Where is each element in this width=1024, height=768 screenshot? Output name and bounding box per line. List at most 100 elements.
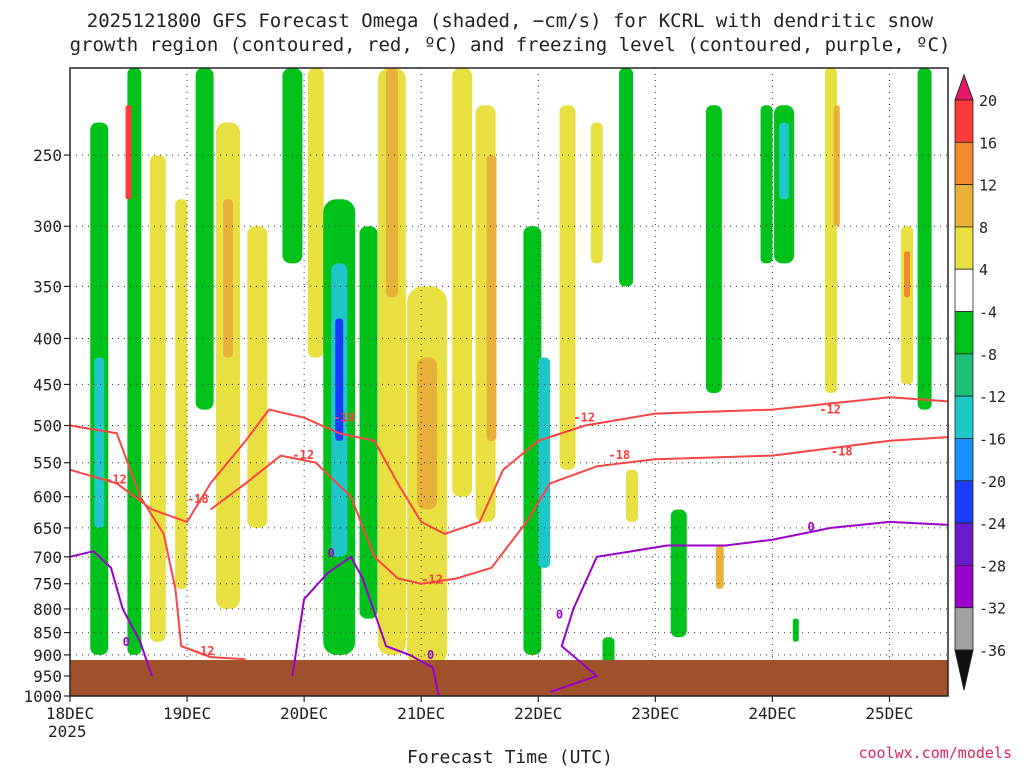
omega-band bbox=[223, 199, 234, 358]
colorbar-segment bbox=[954, 99, 974, 143]
omega-band bbox=[559, 105, 576, 470]
omega-band bbox=[385, 68, 398, 298]
colorbar-tick-label: 20 bbox=[979, 92, 997, 110]
omega-band bbox=[216, 122, 241, 609]
x-tick-label: 19DEC bbox=[163, 704, 211, 723]
colorbar-segment bbox=[954, 564, 974, 609]
contour-label-red: -12 bbox=[819, 403, 841, 417]
omega-band bbox=[670, 509, 687, 638]
colorbar-tick-label: -20 bbox=[979, 473, 1006, 491]
contour-label-red: -18 bbox=[831, 445, 853, 459]
y-tick-label: 400 bbox=[33, 329, 62, 348]
y-tick-label: 500 bbox=[33, 417, 62, 436]
colorbar-bottom-arrow bbox=[954, 649, 974, 691]
y-tick-label: 450 bbox=[33, 375, 62, 394]
omega-band bbox=[195, 68, 214, 410]
colorbar-top-arrow bbox=[954, 73, 974, 101]
colorbar-segment bbox=[954, 607, 974, 651]
y-tick-label: 650 bbox=[33, 519, 62, 538]
contour-label-red: -12 bbox=[292, 448, 314, 462]
omega-band bbox=[377, 68, 406, 655]
x-axis-label: Forecast Time (UTC) bbox=[407, 747, 613, 768]
x-axis: 18DEC 19DEC 20DEC 21DEC 22DEC 23DEC 24DEC 25DEC bbox=[46, 696, 914, 723]
dendritic-growth-contours bbox=[69, 396, 949, 661]
contour-label-red: -12 bbox=[573, 411, 595, 425]
contour-minus-18 bbox=[69, 424, 246, 661]
omega-band bbox=[523, 226, 542, 655]
colorbar-tick-label: 4 bbox=[979, 261, 988, 279]
contour-label-purple: 0 bbox=[328, 546, 335, 560]
x-tick-label: 18DEC bbox=[46, 704, 94, 723]
colorbar-segment bbox=[954, 522, 974, 566]
colorbar-tick-label: -28 bbox=[979, 557, 1006, 575]
omega-band bbox=[417, 357, 438, 510]
colorbar-segment bbox=[954, 184, 974, 228]
colorbar-segment bbox=[954, 395, 974, 439]
y-axis: 250 300 350 400 450 500 550 600 650 700 750 800 850 9… bbox=[23, 146, 70, 706]
x-tick-label: 22DEC bbox=[514, 704, 562, 723]
y-tick-label: 700 bbox=[33, 548, 62, 567]
omega-band bbox=[486, 155, 497, 441]
chart-title-line1: 2025121800 GFS Forecast Omega (shaded, −… bbox=[87, 10, 934, 32]
y-tick-label: 900 bbox=[33, 646, 62, 665]
omega-band bbox=[127, 68, 142, 655]
omega-band bbox=[282, 68, 303, 264]
omega-band bbox=[590, 122, 603, 264]
colorbar: 20 16 12 8 4 -4 -8 -12 -16 -20 -24 -28 -32 -36 bbox=[954, 73, 1006, 691]
colorbar-tick-label: -12 bbox=[979, 388, 1006, 406]
colorbar-segment bbox=[954, 268, 974, 312]
contour-label-purple: 0 bbox=[123, 635, 130, 649]
x-tick-label: 20DEC bbox=[280, 704, 328, 723]
colorbar-tick-label: -16 bbox=[979, 430, 1006, 448]
colorbar-tick-label: 16 bbox=[979, 134, 997, 152]
omega-band bbox=[792, 618, 799, 642]
omega-band bbox=[125, 105, 132, 200]
omega-band bbox=[149, 155, 166, 642]
credit-text: coolwx.com/models bbox=[858, 744, 1012, 762]
colorbar-segment bbox=[954, 480, 974, 524]
omega-band bbox=[335, 318, 344, 441]
chart-title-line2: growth region (contoured, red, ºC) and f… bbox=[70, 34, 951, 56]
contour-label-purple: 0 bbox=[556, 608, 563, 622]
omega-band bbox=[452, 68, 473, 497]
omega-band bbox=[625, 469, 638, 522]
y-tick-label: 550 bbox=[33, 454, 62, 473]
contour-label-red: -18 bbox=[187, 492, 209, 506]
plot-frame bbox=[69, 67, 949, 697]
contour-minus-12 bbox=[209, 436, 949, 585]
omega-band bbox=[715, 545, 724, 589]
x-tick-label: 23DEC bbox=[631, 704, 679, 723]
x-tick-label: 24DEC bbox=[748, 704, 796, 723]
contour-label-red: -18 bbox=[333, 411, 355, 425]
freezing-level-east bbox=[549, 520, 949, 694]
colorbar-tick-label: -8 bbox=[979, 346, 997, 364]
omega-band bbox=[619, 68, 634, 287]
freezing-level-mid bbox=[291, 555, 440, 697]
freezing-level-contours bbox=[69, 520, 949, 697]
omega-band bbox=[94, 357, 105, 528]
omega-shading bbox=[90, 68, 932, 672]
omega-band bbox=[307, 68, 324, 358]
terrain-surface bbox=[70, 676, 948, 696]
colorbar-tick-label: -4 bbox=[979, 304, 997, 322]
x-tick-label: 21DEC bbox=[397, 704, 445, 723]
y-tick-label: 250 bbox=[33, 146, 62, 165]
contour-labels: -12 -18 -12 -18 -12 -12 -18 -12 -18 -12 0 0 0 0 0 bbox=[105, 403, 853, 663]
y-tick-label: 300 bbox=[33, 217, 62, 236]
omega-band bbox=[705, 105, 722, 393]
contour-minus-18-upper bbox=[69, 396, 949, 535]
y-tick-label: 1000 bbox=[23, 687, 62, 706]
x-tick-year: 2025 bbox=[48, 722, 87, 741]
contour-label-red: -12 bbox=[105, 472, 127, 486]
omega-band bbox=[917, 68, 932, 410]
colorbar-segment bbox=[954, 226, 974, 270]
colorbar-tick-label: 12 bbox=[979, 177, 997, 195]
omega-band bbox=[247, 226, 268, 528]
omega-band bbox=[833, 105, 840, 227]
colorbar-segment bbox=[954, 438, 974, 482]
omega-band bbox=[779, 122, 790, 200]
freezing-level-west bbox=[69, 550, 153, 677]
colorbar-tick-label: -32 bbox=[979, 600, 1006, 618]
y-tick-label: 350 bbox=[33, 277, 62, 296]
